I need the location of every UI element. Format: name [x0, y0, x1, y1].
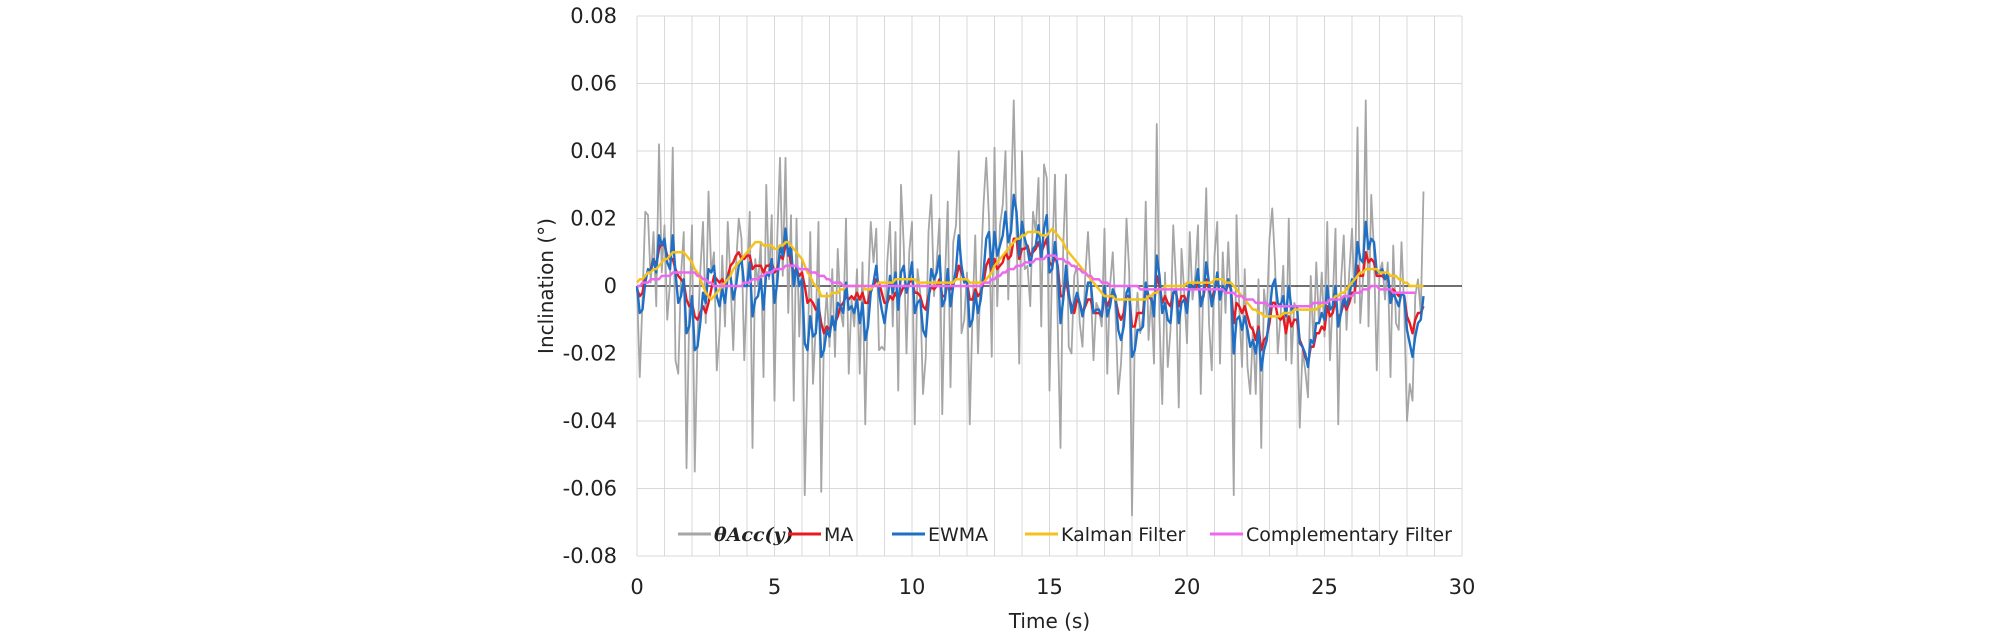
x-tick-label: 30 — [1449, 575, 1476, 599]
x-tick-label: 0 — [630, 575, 643, 599]
x-axis-title: Time (s) — [1008, 609, 1090, 633]
series-lines — [635, 99, 1425, 517]
y-tick-label: 0 — [604, 274, 617, 298]
y-tick-label: 0.08 — [570, 4, 617, 28]
y-axis-ticks: -0.08 -0.06 -0.04 -0.02 0 0.02 0.04 0.06 0.08 — [563, 4, 617, 568]
x-tick-label: 20 — [1174, 575, 1201, 599]
legend-label: EWMA — [928, 524, 988, 546]
series-line--acc-y- — [636, 99, 1425, 517]
y-tick-label: -0.08 — [563, 544, 617, 568]
legend-label: Complementary Filter — [1246, 524, 1452, 546]
x-tick-label: 25 — [1311, 575, 1338, 599]
series-line-complementary-filter — [637, 254, 1416, 308]
x-tick-label: 15 — [1036, 575, 1063, 599]
y-tick-label: -0.02 — [563, 342, 617, 366]
x-axis-ticks: 0 5 10 15 20 25 30 — [630, 575, 1475, 599]
series-line-ewma — [635, 193, 1425, 372]
y-tick-label: 0.02 — [570, 207, 617, 231]
legend: θAcc(y) MA EWMA Kalman Filter Complementary … — [678, 524, 1452, 546]
legend-label: MA — [824, 524, 853, 546]
x-tick-label: 10 — [899, 575, 926, 599]
series-line-kalman-filter — [636, 227, 1424, 318]
y-tick-label: -0.06 — [563, 477, 617, 501]
y-tick-label: 0.04 — [570, 139, 617, 163]
y-axis-title: Inclination (°) — [534, 218, 558, 354]
series-line-ma — [635, 237, 1425, 365]
x-tick-label: 5 — [768, 575, 781, 599]
legend-label: Kalman Filter — [1061, 524, 1186, 546]
legend-label: θAcc(y) — [714, 524, 794, 546]
y-tick-label: -0.04 — [563, 409, 617, 433]
y-tick-label: 0.06 — [570, 72, 617, 96]
